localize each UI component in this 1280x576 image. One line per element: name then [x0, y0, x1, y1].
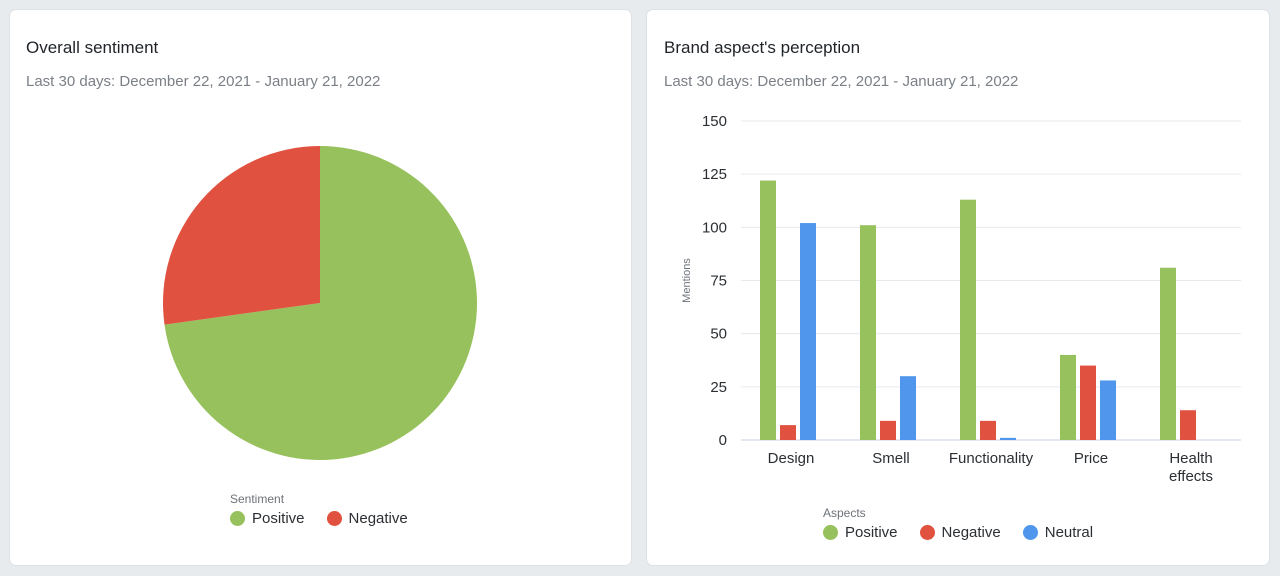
bar-neutral-price[interactable] [1100, 380, 1116, 440]
negative-swatch-icon [326, 511, 342, 526]
pie-slice-positive[interactable] [164, 146, 477, 461]
y-tick-label: 100 [702, 219, 727, 236]
card-title: Brand aspect's perception [664, 38, 861, 57]
legend-item-negative[interactable]: Negative [919, 524, 1001, 541]
legend-item-positive[interactable]: Positive [230, 510, 305, 527]
date-range-subtitle: Last 30 days: December 22, 2021 - Januar… [26, 73, 381, 90]
bar-negative-design[interactable] [780, 425, 796, 440]
y-tick-label: 150 [702, 113, 727, 130]
date-range-subtitle: Last 30 days: December 22, 2021 - Januar… [664, 73, 1019, 90]
legend-item-positive[interactable]: Positive [823, 524, 898, 541]
y-tick-label: 125 [702, 166, 727, 183]
legend-label: Positive [252, 510, 305, 527]
y-axis-title: Mentions [681, 258, 693, 303]
y-tick-label: 75 [710, 273, 727, 290]
bar-positive-design[interactable] [760, 180, 776, 440]
positive-swatch-icon [230, 511, 245, 526]
bar-positive-functionality[interactable] [960, 199, 976, 440]
bar-legend: Aspects Positive Negative Neutral [823, 506, 1093, 541]
y-tick-label: 50 [710, 326, 727, 343]
x-tick-label: Smell [872, 450, 910, 467]
x-tick-label: Price [1074, 450, 1108, 467]
bar-positive-health-effects[interactable] [1160, 267, 1176, 440]
legend-item-negative[interactable]: Negative [326, 510, 408, 527]
y-tick-label: 0 [719, 432, 727, 449]
pie-slice-negative[interactable] [163, 146, 320, 325]
y-tick-label: 25 [710, 379, 727, 396]
bar-negative-health-effects[interactable] [1180, 410, 1196, 440]
x-tick-label: Functionality [949, 450, 1034, 467]
legend-label: Negative [348, 510, 408, 527]
x-tick-label: Health effects [1169, 450, 1213, 485]
bar-neutral-smell[interactable] [900, 376, 916, 440]
bar-neutral-design[interactable] [800, 223, 816, 440]
bar-positive-price[interactable] [1060, 354, 1076, 440]
legend-label: Negative [941, 524, 1001, 541]
legend-label: Positive [845, 524, 898, 541]
aspect-bar-chart: 0 25 50 75 100 125 150 Mentions Design Smell Funct… [681, 113, 1241, 485]
card-title: Overall sentiment [26, 38, 159, 57]
legend-item-neutral[interactable]: Neutral [1022, 524, 1094, 541]
positive-swatch-icon [823, 525, 838, 540]
legend-label: Neutral [1044, 524, 1094, 541]
pie-legend: Sentiment Positive Negative [230, 492, 408, 527]
overall-sentiment-card: Overall sentiment Last 30 days: December… [10, 10, 631, 565]
brand-aspect-perception-card: Brand aspect's perception Last 30 days: … [647, 10, 1269, 565]
negative-swatch-icon [919, 525, 935, 540]
x-tick-label: Design [768, 450, 815, 467]
bar-positive-smell[interactable] [860, 225, 876, 440]
legend-title: Sentiment [230, 492, 285, 506]
neutral-swatch-icon [1022, 525, 1038, 540]
bar-neutral-functionality[interactable] [1000, 437, 1016, 440]
legend-title: Aspects [823, 506, 866, 520]
bar-negative-price[interactable] [1080, 365, 1096, 440]
sentiment-pie-chart [163, 146, 477, 461]
bar-negative-functionality[interactable] [980, 420, 996, 440]
bar-negative-smell[interactable] [880, 420, 896, 440]
